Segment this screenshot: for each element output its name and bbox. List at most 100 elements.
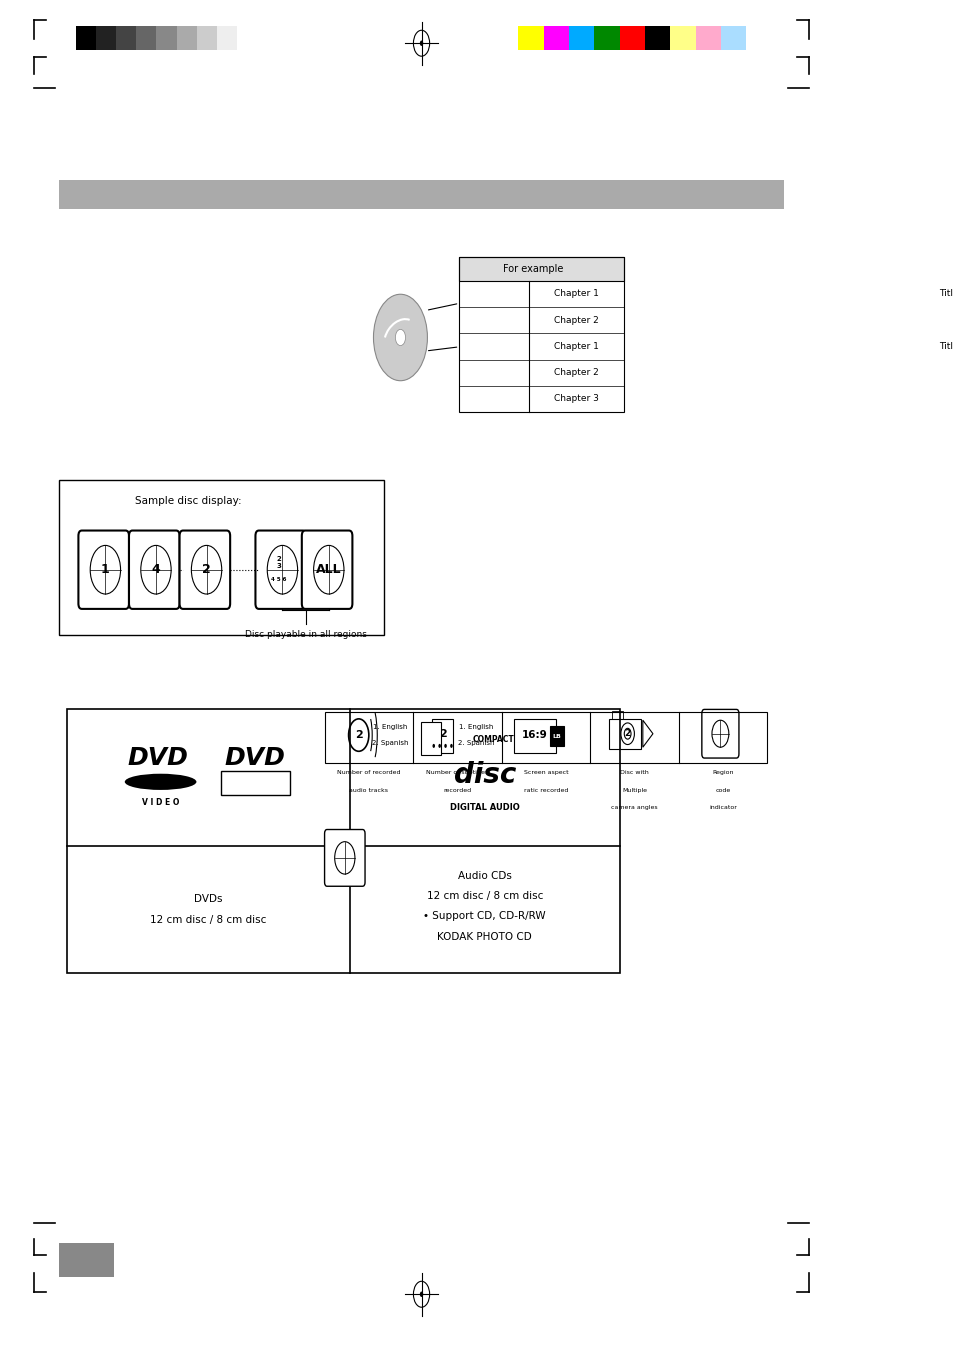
Circle shape (444, 744, 446, 748)
Text: 12 cm disc / 8 cm disc: 12 cm disc / 8 cm disc (151, 915, 267, 925)
FancyBboxPatch shape (301, 531, 352, 609)
Text: Number of recorded: Number of recorded (336, 770, 400, 775)
Text: 2: 2 (438, 728, 446, 739)
Text: Sample disc display:: Sample disc display: (134, 496, 241, 505)
Bar (68, 709, 619, 973)
Text: Disc with: Disc with (619, 770, 648, 775)
Text: o: o (158, 778, 163, 785)
FancyBboxPatch shape (179, 531, 230, 609)
Bar (76, 26, 96, 50)
Text: camera angles: camera angles (611, 805, 657, 811)
Bar (612, 711, 622, 719)
Text: V|D E O: V|D E O (239, 778, 272, 788)
Bar (236, 26, 257, 50)
Text: 4: 4 (152, 563, 160, 577)
Text: code: code (715, 788, 730, 793)
Bar (550, 725, 563, 746)
FancyBboxPatch shape (420, 723, 440, 755)
Text: Title 2: Title 2 (939, 342, 953, 351)
FancyBboxPatch shape (255, 531, 306, 609)
FancyBboxPatch shape (78, 531, 129, 609)
Text: Audio CDs: Audio CDs (457, 870, 511, 881)
Bar (136, 26, 156, 50)
Text: Disc playable in all regions: Disc playable in all regions (244, 630, 366, 639)
Text: DVD: DVD (224, 746, 285, 770)
Bar (196, 26, 216, 50)
Bar (695, 26, 720, 50)
Bar (459, 257, 623, 412)
Text: For example: For example (503, 263, 563, 274)
Text: Region: Region (712, 770, 733, 775)
Bar (543, 26, 569, 50)
Circle shape (432, 744, 435, 748)
Text: Title 1: Title 1 (939, 289, 953, 299)
Text: Multiple: Multiple (621, 788, 646, 793)
Text: recorded: recorded (443, 788, 471, 793)
Polygon shape (642, 720, 652, 747)
Text: 2. Spanish: 2. Spanish (457, 740, 494, 746)
Bar (459, 257, 623, 281)
FancyBboxPatch shape (221, 771, 290, 796)
Text: V I D E O: V I D E O (142, 797, 179, 807)
Bar (176, 26, 196, 50)
Text: 12 cm disc / 8 cm disc: 12 cm disc / 8 cm disc (426, 890, 542, 901)
Bar (116, 26, 136, 50)
Bar (216, 26, 236, 50)
Bar (59, 1243, 113, 1277)
Text: ALL: ALL (315, 563, 341, 577)
Text: Chapter 1: Chapter 1 (553, 342, 598, 351)
Bar (514, 719, 556, 753)
Text: 2
3: 2 3 (276, 557, 281, 570)
Text: 16:9: 16:9 (521, 730, 547, 740)
Bar (670, 26, 695, 50)
Text: Chapter 2: Chapter 2 (554, 369, 598, 377)
Circle shape (450, 744, 453, 748)
Text: 2: 2 (355, 730, 362, 740)
FancyBboxPatch shape (701, 709, 739, 758)
Text: Screen aspect: Screen aspect (523, 770, 568, 775)
Text: 2: 2 (624, 730, 630, 738)
Text: DVD: DVD (128, 746, 189, 770)
Circle shape (395, 330, 405, 346)
Bar (156, 26, 176, 50)
Bar (517, 26, 543, 50)
Text: disc: disc (453, 761, 516, 789)
Circle shape (438, 744, 440, 748)
Text: 4 5 6: 4 5 6 (271, 577, 287, 582)
FancyBboxPatch shape (129, 531, 179, 609)
Text: 1. English: 1. English (458, 724, 493, 730)
FancyBboxPatch shape (324, 830, 365, 886)
Circle shape (419, 41, 423, 46)
Text: 1. English: 1. English (373, 724, 407, 730)
Text: 2. Spanish: 2. Spanish (372, 740, 408, 746)
Bar (59, 480, 383, 635)
Bar (569, 26, 594, 50)
Text: 1: 1 (101, 563, 110, 577)
Text: audio tracks: audio tracks (349, 788, 388, 793)
Text: Number of subtitles: Number of subtitles (426, 770, 488, 775)
Bar (720, 26, 745, 50)
Bar (324, 712, 766, 763)
Text: LB: LB (552, 734, 560, 739)
Bar (644, 26, 670, 50)
Text: Chapter 2: Chapter 2 (554, 316, 598, 324)
Text: • Support CD, CD-R/RW: • Support CD, CD-R/RW (423, 911, 545, 921)
Bar (59, 180, 783, 209)
Text: KODAK PHOTO CD: KODAK PHOTO CD (436, 931, 532, 942)
Bar (96, 26, 116, 50)
Text: 2: 2 (202, 563, 211, 577)
Text: ratic recorded: ratic recorded (523, 788, 567, 793)
Bar (608, 719, 640, 748)
Text: COMPACT: COMPACT (472, 735, 514, 744)
Bar (432, 719, 453, 753)
Bar (594, 26, 619, 50)
Text: Chapter 1: Chapter 1 (553, 289, 598, 299)
Text: DVDs: DVDs (194, 893, 223, 904)
Text: DIGITAL AUDIO: DIGITAL AUDIO (450, 802, 519, 812)
Text: indicator: indicator (708, 805, 736, 811)
Text: Chapter 3: Chapter 3 (553, 394, 598, 404)
Bar (619, 26, 644, 50)
Circle shape (419, 1292, 423, 1297)
Ellipse shape (125, 774, 196, 790)
Circle shape (373, 295, 427, 381)
